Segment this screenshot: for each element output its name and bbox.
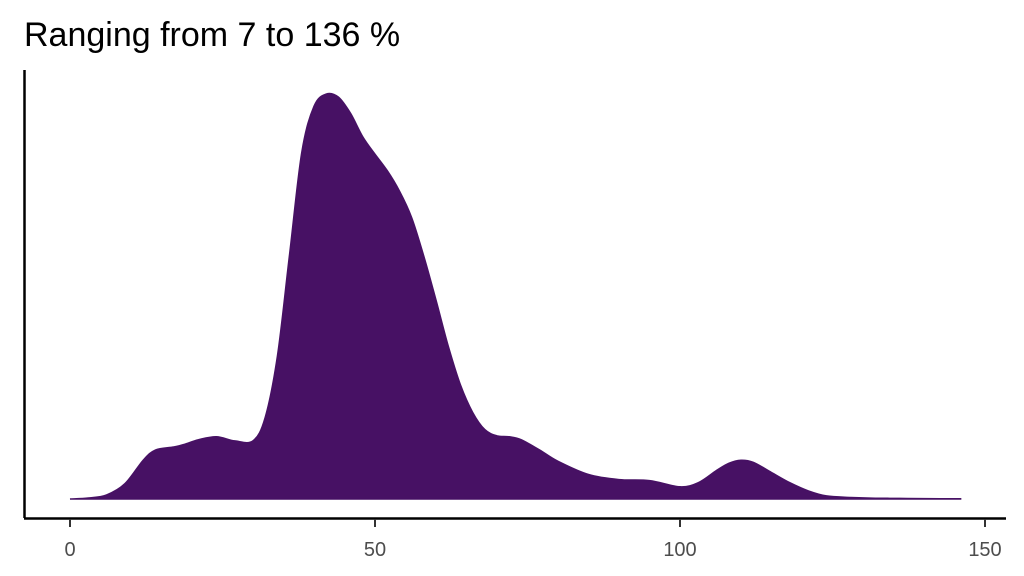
- density-area: [69, 92, 962, 500]
- x-tick-label: 0: [64, 539, 75, 561]
- x-tick-label: 100: [663, 539, 696, 561]
- x-tick-label: 50: [364, 539, 386, 561]
- chart-title: Ranging from 7 to 136 %: [24, 16, 400, 54]
- x-tick-label: 150: [968, 539, 1001, 561]
- x-axis-ticks: 0 50 100 150: [64, 519, 1002, 561]
